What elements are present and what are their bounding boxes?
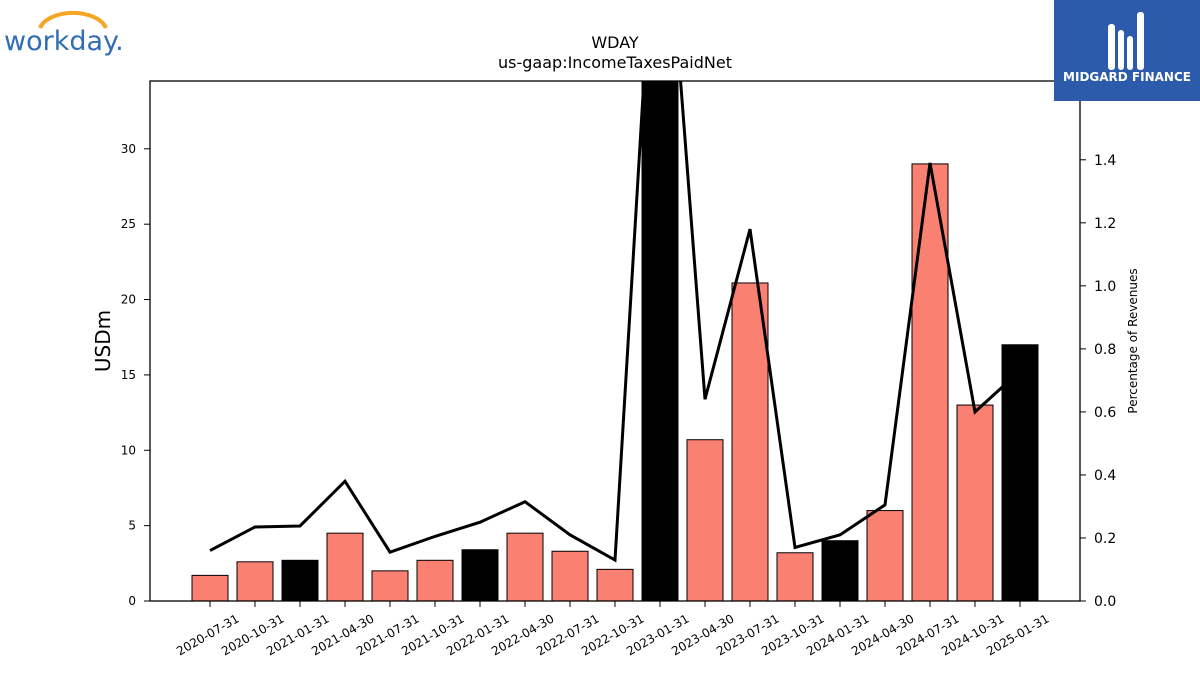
y-axis-label: USDm — [91, 310, 115, 372]
bar — [281, 559, 319, 601]
y2-tick-label: 0.8 — [1094, 342, 1116, 358]
bar — [776, 552, 814, 601]
workday-logo: workday. — [4, 4, 144, 60]
y-tick-label: 15 — [121, 368, 136, 382]
workday-arc-icon — [38, 10, 108, 29]
midgard-emblem-icon — [1108, 12, 1144, 70]
y2-tick-label: 0.2 — [1094, 531, 1116, 547]
bar — [371, 570, 409, 601]
bar — [551, 550, 589, 601]
y2-tick-label: 0.4 — [1094, 468, 1116, 484]
bar — [731, 282, 769, 601]
bar — [866, 510, 904, 601]
midgard-finance-logo: MIDGARD FINANCE — [1054, 0, 1200, 101]
chart-title: WDAY — [591, 33, 639, 52]
y2-tick-label: 1.4 — [1094, 153, 1116, 169]
bar — [326, 532, 364, 601]
y-tick-label: 5 — [128, 519, 136, 533]
midgard-wordmark: MIDGARD FINANCE — [1063, 70, 1191, 84]
y2-tick-label: 0.0 — [1094, 594, 1116, 610]
bar — [236, 561, 274, 601]
plot-clip-group — [191, 81, 1039, 601]
y2-axis-label: Percentage of Revenues — [1126, 268, 1140, 413]
bar — [686, 439, 724, 601]
y-tick-label: 20 — [121, 293, 136, 307]
bar — [596, 568, 634, 601]
bar — [191, 574, 229, 601]
bar — [416, 559, 454, 601]
y-tick-label: 10 — [121, 443, 136, 457]
bar — [506, 532, 544, 601]
y2-tick-label: 1.0 — [1094, 279, 1116, 295]
chart-subtitle: us-gaap:IncomeTaxesPaidNet — [498, 53, 732, 72]
y-tick-label: 25 — [121, 217, 136, 231]
bar — [1001, 344, 1039, 601]
y2-tick-label: 1.2 — [1094, 216, 1116, 232]
bar — [956, 404, 994, 601]
bar — [821, 540, 859, 601]
bar — [461, 549, 499, 601]
y-tick-label: 30 — [121, 142, 136, 156]
revenue-percentage-line — [209, 81, 1022, 563]
bar — [641, 81, 679, 601]
y-tick-label: 0 — [128, 594, 136, 608]
plot-area — [191, 81, 1039, 601]
workday-wordmark: workday. — [4, 26, 124, 57]
y2-tick-label: 0.6 — [1094, 405, 1116, 421]
